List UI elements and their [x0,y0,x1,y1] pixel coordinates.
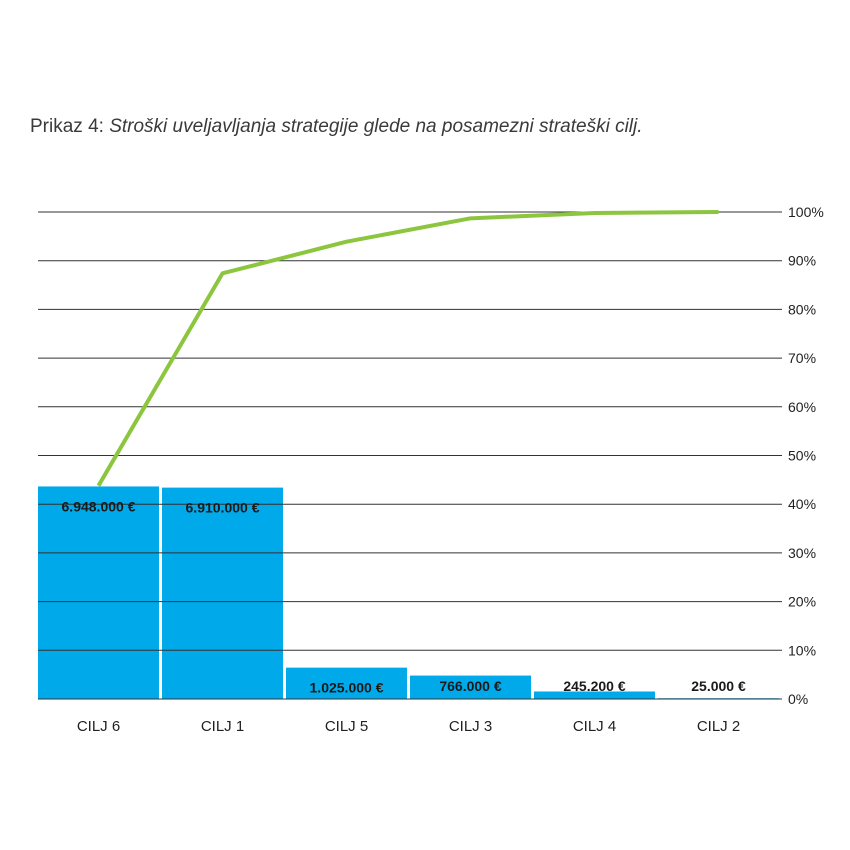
y-tick-label: 10% [788,642,816,658]
y-tick-label: 40% [788,496,816,512]
grid-layer [38,211,782,700]
bar-4 [410,675,531,699]
y-tick-label: 50% [788,448,816,464]
cumulative-line-layer [96,210,719,487]
y-tick-label: 30% [788,545,816,561]
bar-1 [38,486,159,699]
bar-3 [286,667,407,699]
y-tick-label: 100% [788,204,824,220]
category-label: CILJ 3 [449,718,492,735]
y-tick-label: 0% [788,691,808,707]
y-tick-label: 90% [788,253,816,269]
category-label: CILJ 6 [77,718,120,735]
chart-title-main: Stroški uveljavljanja strategije glede n… [109,116,643,137]
category-label: CILJ 4 [573,718,616,735]
y-tick-label: 70% [788,350,816,366]
category-label: CILJ 1 [201,718,244,735]
y-tick-label: 60% [788,399,816,415]
cumulative-percent-line [96,210,719,487]
chart-title: Prikaz 4: Stroški uveljavljanja strategi… [30,116,643,138]
bar-value-label: 6.948.000 € [62,498,136,514]
chart-title-prefix: Prikaz 4: [30,116,110,137]
bar-5 [534,691,655,699]
bar-value-label: 766.000 € [439,678,501,694]
category-label: CILJ 5 [325,718,368,735]
y-tick-label: 80% [788,301,816,317]
bar-value-label: 25.000 € [691,678,746,694]
y-tick-label: 20% [788,594,816,610]
bar-value-label: 245.200 € [563,678,625,694]
labels-layer: 0% 10% 20% 30% 40% 50% 60% 70% 80% 90% 100% 6.948.0… [62,204,824,735]
category-label: CILJ 2 [697,718,740,735]
bar-value-label: 6.910.000 € [186,500,260,516]
bar-2 [162,487,283,699]
bars-layer [38,486,779,699]
bar-value-label: 1.025.000 € [310,680,384,696]
